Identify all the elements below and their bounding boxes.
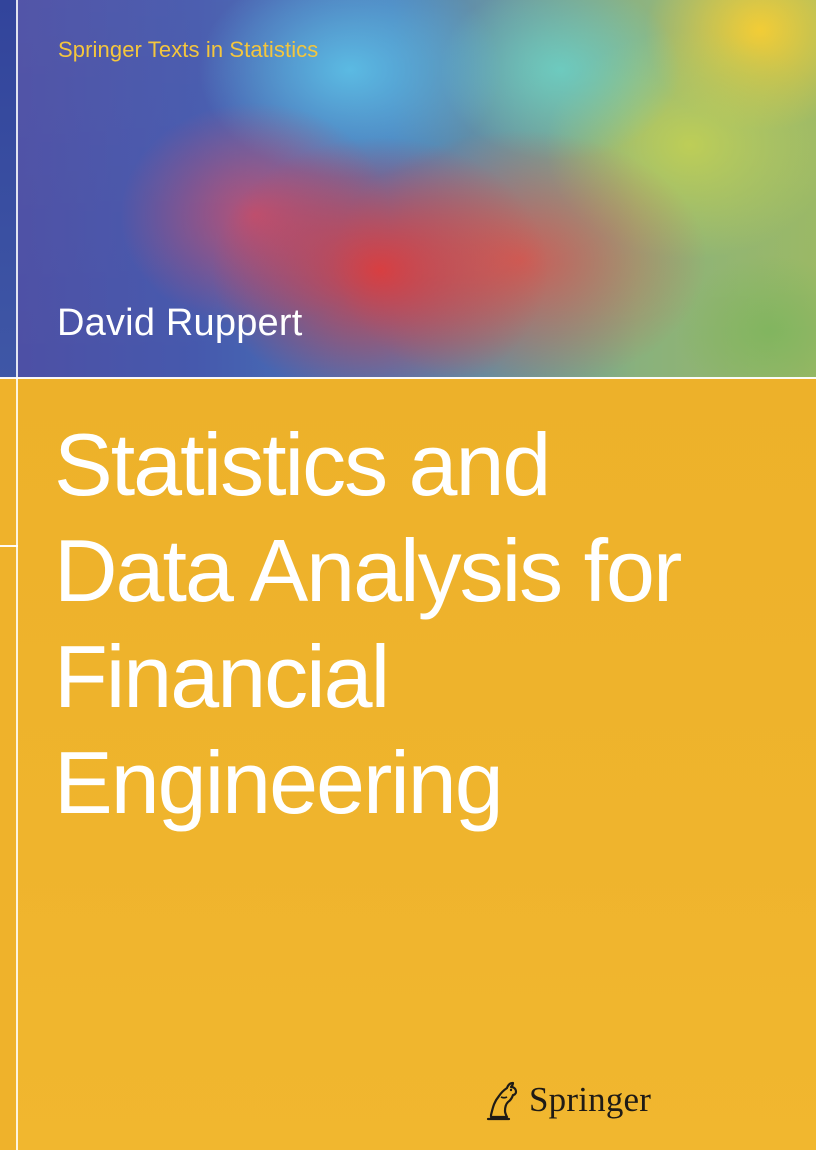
- spine-divider: [0, 545, 18, 547]
- cover-divider: [0, 377, 816, 379]
- book-title-line: Financial: [54, 627, 390, 726]
- title-panel: [18, 379, 816, 1150]
- publisher-name: Springer: [529, 1080, 652, 1119]
- book-title-line: Data Analysis for: [54, 521, 682, 620]
- book-title: Statistics and Data Analysis for Financi…: [54, 412, 774, 836]
- cover-gradient-band: [0, 0, 816, 378]
- spine-strip-bottom: [0, 378, 18, 1150]
- series-title: Springer Texts in Statistics: [58, 37, 319, 62]
- book-title-line: Engineering: [54, 733, 504, 832]
- author-name: David Ruppert: [57, 302, 303, 344]
- spine-strip-top: [0, 0, 18, 378]
- book-title-line: Statistics and: [54, 415, 551, 514]
- horse-head-icon: [486, 1081, 518, 1121]
- publisher-logo-lockup: Springer: [483, 1080, 683, 1130]
